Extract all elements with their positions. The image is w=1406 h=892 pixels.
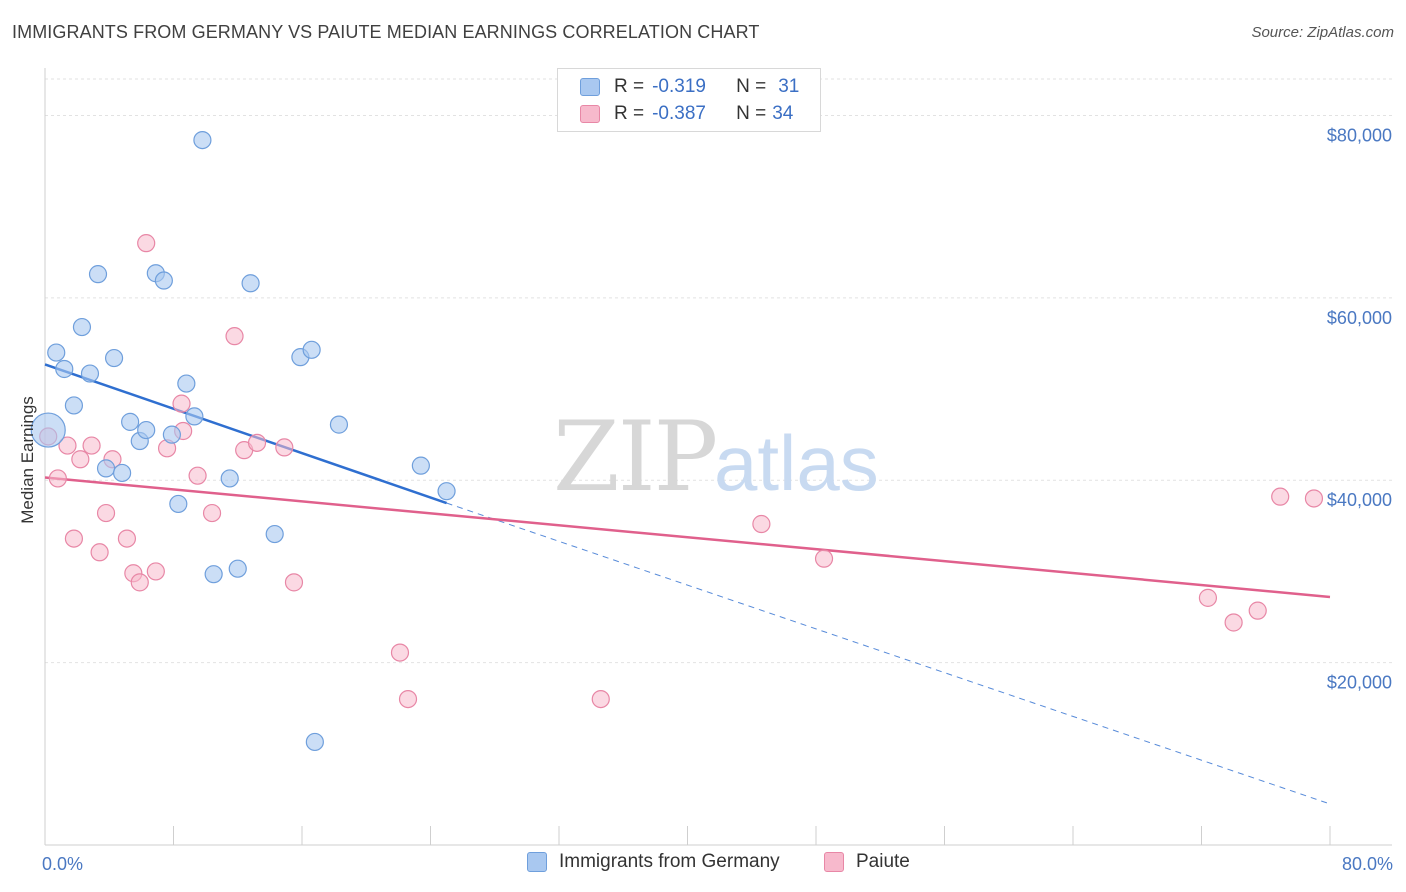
paiute-point — [64, 529, 84, 548]
germany-point — [177, 374, 196, 393]
germany-point — [154, 271, 173, 290]
paiute-point — [225, 327, 244, 346]
legend-row-paiute: R = -0.387 N = 34 — [580, 102, 793, 126]
paiute-point — [752, 514, 771, 534]
paiute-point — [390, 643, 410, 662]
source-label: Source: ZipAtlas.com — [1251, 24, 1394, 41]
germany-point — [169, 494, 188, 514]
paiute-point — [146, 562, 165, 581]
legend-n-value: 31 — [778, 76, 800, 97]
germany-point — [55, 359, 74, 379]
germany-point — [104, 348, 124, 368]
paiute-point — [71, 450, 90, 469]
germany-swatch-icon — [527, 852, 547, 872]
paiute-point — [1271, 487, 1290, 506]
y-tick-label: $60,000 — [1327, 308, 1392, 328]
y-tick-label: $80,000 — [1327, 125, 1392, 145]
germany-point — [137, 420, 156, 440]
legend-r-label: R = — [614, 103, 645, 124]
paiute-swatch-icon — [824, 852, 844, 872]
paiute-point — [591, 689, 610, 709]
grid-lines — [45, 78, 1392, 664]
paiute-point — [96, 503, 116, 523]
legend-n-label: N = — [736, 103, 767, 124]
germany-point — [411, 456, 430, 475]
tick-labels: $20,000 $40,000 $60,000 $80,000 0.0% 80.0% — [42, 125, 1393, 874]
paiute-point — [398, 689, 418, 709]
germany-swatch-icon — [580, 78, 600, 96]
paiute-point — [1304, 489, 1324, 508]
axes — [44, 68, 1392, 846]
paiute-point — [172, 394, 191, 413]
paiute-point — [130, 573, 149, 592]
germany-point — [265, 524, 284, 544]
paiute-point — [1248, 601, 1267, 620]
paiute-point — [814, 549, 834, 568]
chart-title: IMMIGRANTS FROM GERMANY VS PAIUTE MEDIAN… — [12, 22, 760, 42]
paiute-point — [90, 543, 109, 562]
series-legend: Immigrants from Germany Paiute — [0, 851, 1406, 879]
germany-point — [121, 412, 140, 431]
legend-item-paiute: Paiute — [824, 851, 910, 873]
germany-point — [220, 469, 239, 488]
y-tick-label: $40,000 — [1327, 490, 1392, 510]
trend-lines — [44, 363, 1331, 805]
germany-point — [185, 407, 204, 426]
paiute-swatch-icon — [580, 105, 600, 123]
germany-point — [228, 559, 247, 578]
y-tick-label: $20,000 — [1327, 673, 1392, 693]
legend-row-germany: R = -0.319 N = 31 — [580, 75, 799, 99]
y-axis-label: Median Earnings — [18, 396, 37, 524]
germany-point — [305, 732, 324, 752]
paiute-point — [48, 469, 67, 488]
germany-point — [193, 130, 212, 150]
germany-point — [88, 265, 108, 284]
correlation-legend: R = -0.319 N = 31 R = -0.387 N = 34 — [557, 68, 821, 132]
paiute-point — [1224, 613, 1243, 632]
legend-n-value: 34 — [772, 103, 794, 124]
paiute-trend-line — [44, 476, 1331, 599]
germany-point — [80, 364, 100, 383]
paiute-point — [202, 503, 222, 523]
germany-point — [204, 565, 223, 584]
germany-point — [47, 343, 66, 362]
watermark-zip: ZIP — [553, 401, 716, 513]
germany-point — [64, 396, 84, 415]
watermark-atlas: atlas — [714, 419, 879, 507]
germany-point — [241, 274, 260, 293]
germany-point — [96, 459, 116, 478]
paiute-point — [275, 438, 294, 457]
germany-trend-line — [44, 363, 447, 505]
germany-point — [437, 482, 456, 501]
germany-point — [302, 340, 321, 359]
legend-item-germany: Immigrants from Germany — [527, 851, 780, 873]
x-tick-label: 0.0% — [42, 854, 83, 874]
legend-label-paiute: Paiute — [856, 851, 910, 872]
data-points — [30, 130, 1324, 752]
legend-n-label: N = — [736, 76, 767, 97]
germany-point — [30, 412, 66, 448]
paiute-point — [284, 573, 304, 592]
germany-point — [329, 415, 349, 434]
legend-r-value: -0.319 — [652, 76, 706, 97]
germany-point — [112, 463, 132, 483]
paiute-point — [117, 529, 137, 548]
legend-r-value: -0.387 — [652, 103, 706, 124]
paiute-point — [188, 466, 207, 485]
germany-point — [162, 425, 181, 444]
paiute-point — [1198, 588, 1218, 607]
paiute-point — [82, 436, 101, 455]
germany-trend-extension — [446, 502, 1331, 805]
germany-point — [72, 317, 92, 337]
legend-r-label: R = — [614, 76, 645, 97]
paiute-point — [247, 433, 267, 452]
x-tick-label: 80.0% — [1342, 854, 1393, 874]
legend-label-germany: Immigrants from Germany — [559, 851, 780, 872]
paiute-point — [58, 436, 77, 455]
paiute-point — [137, 234, 156, 253]
